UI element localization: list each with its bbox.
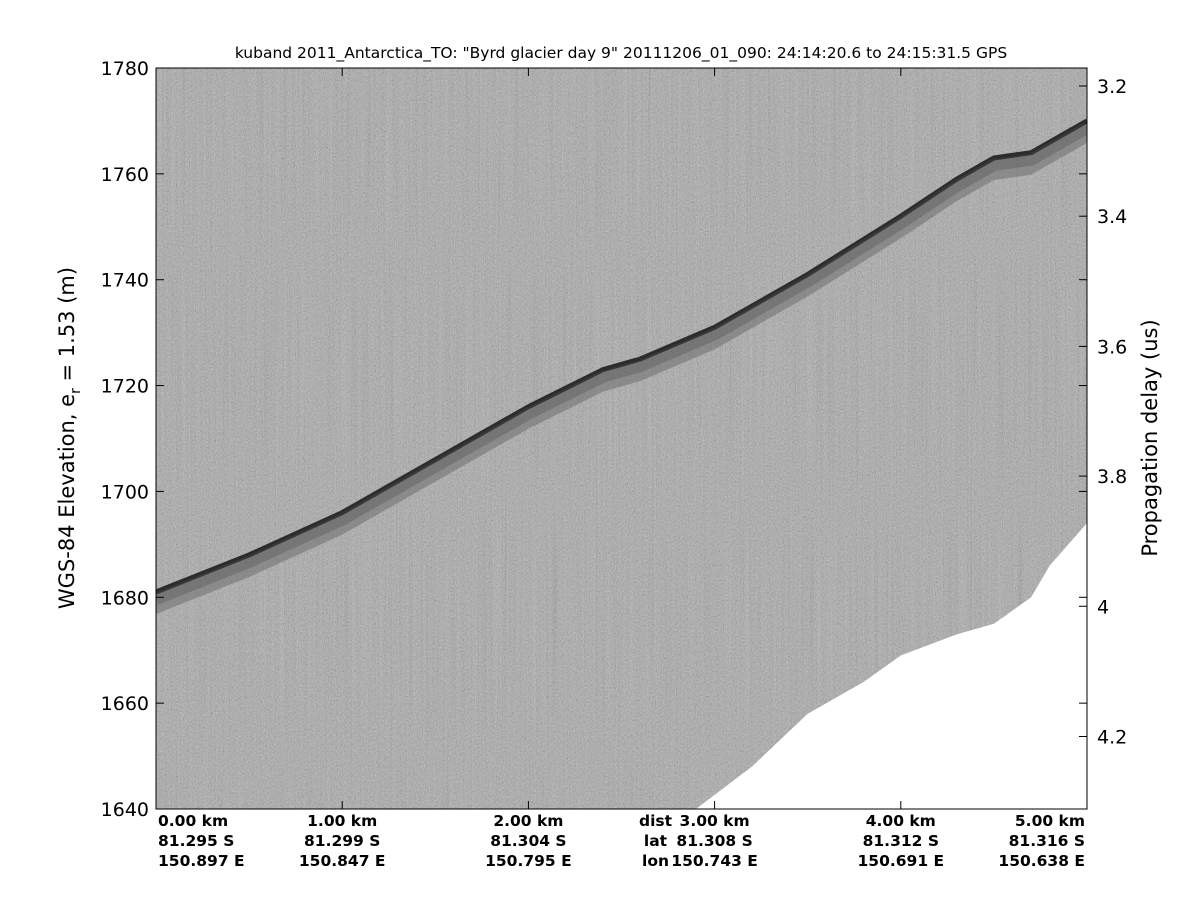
bottom-dist-label: 0.00 km <box>158 812 228 830</box>
no-data-region <box>695 523 1087 809</box>
right-tick-label: 3.2 <box>1097 76 1127 98</box>
bottom-lat-label: 81.312 S <box>863 832 939 850</box>
bottom-lon-label: 150.743 E <box>671 852 758 870</box>
bottom-lat-label: 81.299 S <box>304 832 380 850</box>
right-tick-label: 4 <box>1097 596 1109 618</box>
surface-echo-halo <box>156 122 1087 605</box>
bottom-lon-label: 150.897 E <box>158 852 245 870</box>
bottom-lat-label: 81.316 S <box>1009 832 1085 850</box>
left-tick-label: 1720 <box>101 376 149 398</box>
bottom-lon-label: 150.795 E <box>485 852 572 870</box>
bottom-lon-label: 150.847 E <box>299 852 386 870</box>
left-axis-label-tail: = 1.53 (m) <box>55 267 79 388</box>
left-axis-label-sub: r <box>68 388 84 394</box>
left-tick-label: 1780 <box>101 58 149 80</box>
left-tick-label: 1700 <box>101 481 149 503</box>
bottom-dist-label: 3.00 km <box>680 812 750 830</box>
left-tick-label: 1640 <box>101 799 149 821</box>
plot-area <box>156 68 1087 809</box>
bottom-dist-label: 2.00 km <box>493 812 563 830</box>
right-tick-label: 3.4 <box>1097 206 1127 228</box>
left-tick-label: 1740 <box>101 270 149 292</box>
bottom-lat-label: 81.308 S <box>676 832 752 850</box>
subsurface-echo-band <box>156 120 1087 614</box>
right-tick-label: 4.2 <box>1097 726 1127 748</box>
right-tick-label: 3.8 <box>1097 466 1127 488</box>
left-axis-label: WGS-84 Elevation, er = 1.53 (m) <box>55 267 84 609</box>
bottom-lat-label: 81.304 S <box>490 832 566 850</box>
right-tick-label: 3.6 <box>1097 336 1127 358</box>
left-axis-label-main: WGS-84 Elevation, e <box>55 394 79 609</box>
bottom-lon-label: 150.691 E <box>858 852 945 870</box>
left-tick-label: 1660 <box>101 693 149 715</box>
chart-title: kuband 2011_Antarctica_TO: "Byrd glacier… <box>235 44 1007 63</box>
row-label-lat: lat <box>644 832 668 850</box>
surface-echo-line <box>156 118 1087 595</box>
row-label-lon: lon <box>642 852 669 870</box>
bottom-dist-label: 5.00 km <box>1015 812 1085 830</box>
bottom-lon-label: 150.638 E <box>998 852 1085 870</box>
bottom-axis: 0.00 km 81.295 S 150.897 E 1.00 km 81.299 S 1… <box>155 68 1088 870</box>
left-tick-label: 1760 <box>101 164 149 186</box>
right-axis-label: Propagation delay (us) <box>1138 319 1162 556</box>
left-tick-label: 1680 <box>101 587 149 609</box>
row-label-dist: dist <box>639 812 673 830</box>
right-axis: 3.2 3.4 3.6 3.8 4 4.2 <box>1079 76 1127 748</box>
plot-frame <box>155 67 1088 810</box>
bottom-dist-label: 1.00 km <box>307 812 377 830</box>
left-axis: 1640 1660 1680 1700 1720 1740 1760 1780 <box>101 58 1087 821</box>
bottom-lat-label: 81.295 S <box>158 832 234 850</box>
bottom-dist-label: 4.00 km <box>866 812 936 830</box>
